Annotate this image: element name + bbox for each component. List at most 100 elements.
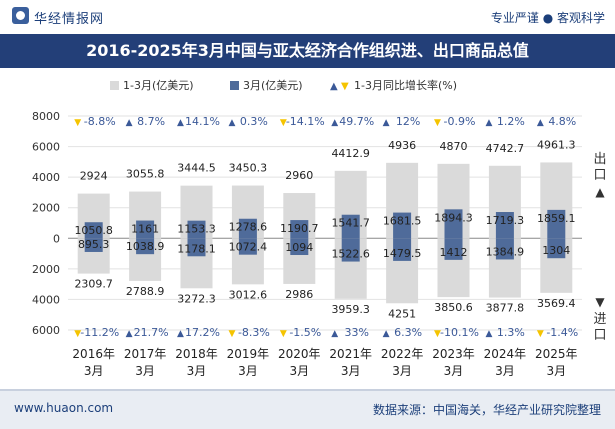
export-growth-arrow-icon: ▲ bbox=[383, 118, 390, 128]
label-export-q1: 2924 bbox=[80, 170, 108, 183]
x-tick-label-month: 3月 bbox=[392, 364, 412, 378]
bar-export-march bbox=[238, 218, 257, 239]
bars bbox=[77, 162, 573, 304]
x-axis: 2016年 3月 2017年 3月 2018年 3月 2019年 3月 2020年 3月 2021年… bbox=[72, 347, 577, 378]
export-growth-arrow-icon: ▲ bbox=[485, 118, 492, 128]
label-export-growth: -14.1% bbox=[286, 115, 325, 128]
label-import-march: 1072.4 bbox=[229, 241, 268, 254]
import-growth-arrow-icon: ▼ bbox=[228, 329, 235, 339]
chart: 1-3月(亿美元) 3月(亿美元) ▲ ▼ 1-3月同比增长率(%) 800060004… bbox=[32, 78, 607, 378]
x-tick-label-month: 3月 bbox=[84, 364, 104, 378]
label-export-march: 1681.5 bbox=[383, 215, 422, 228]
label-export-q1: 3450.3 bbox=[229, 162, 268, 175]
export-growth-arrow-icon: ▼ bbox=[434, 118, 441, 128]
x-tick-label-year: 2023年 bbox=[432, 347, 475, 361]
label-export-growth: 8.7% bbox=[137, 115, 165, 128]
label-import-march: 895.3 bbox=[78, 238, 110, 251]
x-tick-label-month: 3月 bbox=[238, 364, 258, 378]
legend: 1-3月(亿美元) 3月(亿美元) ▲ ▼ 1-3月同比增长率(%) bbox=[110, 78, 457, 92]
label-export-growth: 4.8% bbox=[548, 115, 576, 128]
import-growth-arrow-icon: ▼ bbox=[537, 329, 544, 339]
label-import-q1: 3569.4 bbox=[537, 297, 576, 310]
label-import-march: 1094 bbox=[285, 241, 313, 254]
label-export-q1: 4742.7 bbox=[486, 142, 525, 155]
label-export-q1: 4936 bbox=[388, 139, 416, 152]
label-export-march: 1050.8 bbox=[74, 224, 113, 237]
label-export-growth: -0.9% bbox=[444, 115, 476, 128]
label-export-q1: 3055.8 bbox=[126, 168, 165, 181]
title-bar: 2016-2025年3月中国与亚太经济合作组织进、出口商品总值 bbox=[0, 34, 615, 68]
y-tick-label: 4000 bbox=[32, 171, 60, 184]
label-import-q1: 3012.6 bbox=[229, 288, 268, 301]
bar-export-march bbox=[444, 209, 463, 239]
legend-swatch-q1 bbox=[110, 81, 119, 90]
label-import-march: 1178.1 bbox=[177, 242, 216, 255]
label-export-growth: -8.8% bbox=[84, 115, 116, 128]
import-growth-arrow-icon: ▲ bbox=[126, 329, 133, 339]
bar-export-march bbox=[136, 220, 155, 239]
export-growth-arrow-icon: ▼ bbox=[280, 118, 287, 128]
label-import-growth: 17.2% bbox=[185, 326, 220, 339]
slogan: 专业严谨 ● 客观科学 bbox=[490, 11, 605, 25]
bar-import-march bbox=[547, 238, 566, 259]
import-growth-arrow-icon: ▼ bbox=[434, 329, 441, 339]
y-tick-label: 6000 bbox=[32, 324, 60, 337]
bar-import-march bbox=[444, 238, 463, 260]
export-growth-arrow-icon: ▲ bbox=[537, 118, 544, 128]
label-export-march: 1161 bbox=[131, 223, 159, 236]
label-import-growth: -1.4% bbox=[546, 326, 578, 339]
y-tick-label: 4000 bbox=[32, 293, 60, 306]
website-url: www.huaon.com bbox=[14, 401, 114, 415]
export-growth-arrow-icon: ▼ bbox=[74, 118, 81, 128]
label-import-growth: -11.2% bbox=[80, 326, 119, 339]
legend-up-arrow-icon: ▲ bbox=[330, 81, 338, 92]
bar-export-march bbox=[495, 212, 514, 239]
x-tick-label-month: 3月 bbox=[341, 364, 361, 378]
y-tick-label: 8000 bbox=[32, 110, 60, 123]
x-tick-label-month: 3月 bbox=[187, 364, 207, 378]
bar-export-march bbox=[84, 222, 103, 239]
x-tick-label-month: 3月 bbox=[444, 364, 464, 378]
export-growth-arrow-icon: ▲ bbox=[126, 118, 133, 128]
side-down-arrow-icon: ▼ bbox=[595, 295, 605, 309]
label-export-growth: 49.7% bbox=[339, 115, 374, 128]
bar-export-march bbox=[187, 220, 206, 239]
x-tick-label-year: 2025年 bbox=[535, 347, 578, 361]
label-import-growth: 33% bbox=[344, 326, 368, 339]
x-tick-label-year: 2018年 bbox=[175, 347, 218, 361]
data-source: 数据来源：中国海关，华经产业研究院整理 bbox=[372, 403, 601, 417]
import-growth-arrow-icon: ▼ bbox=[280, 329, 287, 339]
label-export-march: 1859.1 bbox=[537, 212, 576, 225]
side-label-import-1: 进 bbox=[593, 312, 606, 327]
import-growth-arrow-icon: ▼ bbox=[74, 329, 81, 339]
y-tick-label: 6000 bbox=[32, 141, 60, 154]
x-tick-label-year: 2020年 bbox=[278, 347, 321, 361]
export-growth-arrow-icon: ▲ bbox=[177, 118, 184, 128]
huajing-logo-icon bbox=[12, 7, 29, 24]
label-export-march: 1278.6 bbox=[229, 221, 268, 234]
label-import-march: 1038.9 bbox=[126, 240, 165, 253]
legend-down-arrow-icon: ▼ bbox=[341, 81, 349, 92]
legend-label-march: 3月(亿美元) bbox=[243, 79, 303, 92]
bar-export-march bbox=[341, 214, 360, 239]
footer: www.huaon.com 数据来源：中国海关，华经产业研究院整理 bbox=[0, 389, 615, 429]
x-tick-label-year: 2021年 bbox=[329, 347, 372, 361]
label-export-growth: 12% bbox=[396, 115, 420, 128]
side-label-export-1: 出 bbox=[593, 152, 606, 167]
y-axis: 8000 6000 4000 2000 0 2000 4000 6000 bbox=[32, 110, 60, 337]
bar-import-march bbox=[341, 238, 360, 262]
side-label-export-2: 口 bbox=[593, 168, 606, 183]
label-export-march: 1894.3 bbox=[434, 211, 473, 224]
side-labels: 出口▲▼进口 bbox=[593, 152, 606, 343]
bar-export-march bbox=[547, 209, 566, 239]
label-export-q1: 4412.9 bbox=[331, 147, 370, 160]
label-import-q1: 3877.8 bbox=[486, 302, 525, 315]
bar-export-march bbox=[393, 212, 412, 239]
label-import-q1: 2788.9 bbox=[126, 285, 165, 298]
brand-name: 华经情报网 bbox=[34, 12, 105, 27]
label-export-q1: 4870 bbox=[440, 140, 468, 153]
label-import-growth: 6.3% bbox=[394, 326, 422, 339]
label-export-growth: 0.3% bbox=[240, 115, 268, 128]
y-tick-label: 0 bbox=[53, 232, 60, 245]
